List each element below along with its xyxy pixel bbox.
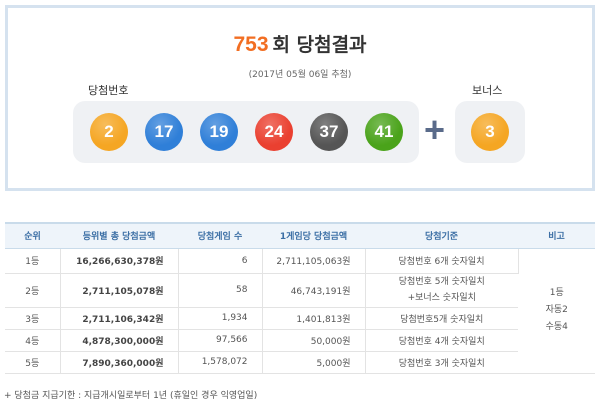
per-game: 50,000원 (262, 329, 366, 352)
col-criteria: 당첨기준 (365, 222, 518, 249)
table-row: 3등 2,711,106,342원 1,934 1,401,813원 당첨번호5… (5, 307, 595, 330)
col-rank: 순위 (5, 222, 60, 249)
remark-line: 1등 (549, 288, 564, 298)
criteria: 당첨번호5개 숫자일치 (365, 307, 518, 330)
criteria-line: 당첨번호 5개 숫자일치 (398, 277, 485, 287)
remark-line: 수동4 (545, 322, 568, 332)
rank: 5등 (5, 351, 61, 374)
col-count: 당첨게임 수 (178, 222, 262, 249)
total: 4,878,300,000원 (60, 329, 179, 352)
total: 2,711,105,078원 (60, 273, 179, 308)
number-ball: 24 (255, 113, 293, 151)
table-header: 순위 등위별 총 당첨금액 당첨게임 수 1게임당 당첨금액 당첨기준 비고 (5, 222, 595, 249)
table-row: 2등 2,711,105,078원 58 46,743,191원 당첨번호 5개… (5, 273, 595, 308)
number-ball: 19 (200, 113, 238, 151)
bonus-ball: 3 (471, 113, 509, 151)
prize-table: 순위 등위별 총 당첨금액 당첨게임 수 1게임당 당첨금액 당첨기준 비고 1… (5, 222, 595, 374)
criteria: 당첨번호 3개 숫자일치 (365, 351, 518, 374)
rank: 2등 (5, 273, 61, 308)
round-number: 753 (233, 33, 269, 56)
col-total: 등위별 총 당첨금액 (60, 222, 178, 249)
number-ball: 37 (310, 113, 348, 151)
count: 58 (178, 273, 263, 308)
total: 16,266,630,378원 (60, 248, 179, 274)
total: 7,890,360,000원 (60, 351, 179, 374)
table-row: 5등 7,890,360,000원 1,578,072 5,000원 당첨번호 … (5, 351, 595, 374)
per-game: 5,000원 (262, 351, 366, 374)
remark: 1등 자동2 수동4 (518, 248, 595, 374)
count: 97,566 (178, 329, 263, 352)
remark-line: 자동2 (545, 305, 568, 315)
count: 1,578,072 (178, 351, 263, 374)
per-game: 1,401,813원 (262, 307, 366, 330)
number-ball: 2 (90, 113, 128, 151)
criteria: 당첨번호 5개 숫자일치 +보너스 숫자일치 (365, 273, 518, 308)
winning-numbers-tray (73, 101, 419, 163)
draw-date: (2017년 05월 06일 추첨) (248, 70, 352, 80)
table-row: 4등 4,878,300,000원 97,566 50,000원 당첨번호 4개… (5, 329, 595, 352)
winning-numbers-label: 당첨번호 (88, 84, 129, 97)
plus-icon: + (424, 109, 446, 150)
rank: 4등 (5, 329, 61, 352)
draw-title: 753 회 당첨결과 (0, 30, 600, 57)
per-game: 2,711,105,063원 (262, 248, 366, 274)
criteria: 당첨번호 4개 숫자일치 (365, 329, 518, 352)
number-ball: 41 (365, 113, 403, 151)
rank: 1등 (5, 248, 61, 274)
bonus-label: 보너스 (472, 84, 503, 97)
criteria: 당첨번호 6개 숫자일치 (365, 248, 519, 274)
title-text: 회 당첨결과 (272, 34, 367, 56)
table-row: 1등 16,266,630,378원 6 2,711,105,063원 당첨번호… (5, 248, 595, 374)
col-remark: 비고 (518, 222, 595, 249)
total: 2,711,106,342원 (60, 307, 179, 330)
col-per-game: 1게임당 당첨금액 (262, 222, 365, 249)
rank: 3등 (5, 307, 61, 330)
count: 6 (178, 248, 263, 274)
per-game: 46,743,191원 (262, 273, 366, 308)
count: 1,934 (178, 307, 263, 330)
payment-deadline-note: + 당첨금 지급기한 : 지급개시일로부터 1년 (휴일인 경우 익영업일) (4, 391, 258, 401)
criteria-line: +보너스 숫자일치 (407, 293, 476, 303)
number-ball: 17 (145, 113, 183, 151)
